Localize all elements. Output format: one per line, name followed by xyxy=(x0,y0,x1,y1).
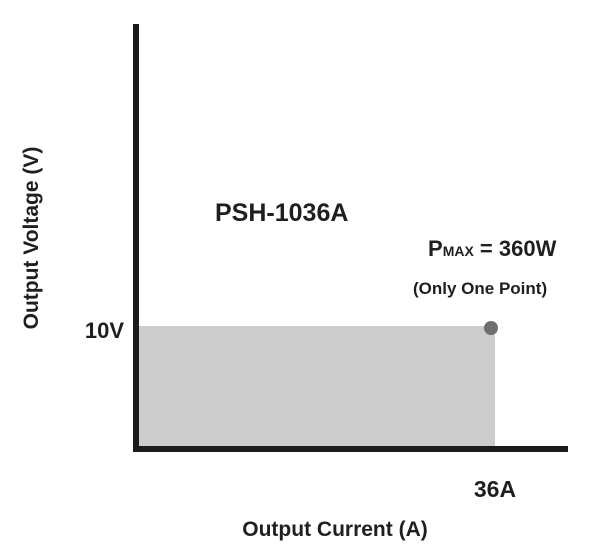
model-label: PSH-1036A xyxy=(215,199,348,227)
y-tick-label: 10V xyxy=(85,318,124,343)
pmax-point xyxy=(484,321,498,335)
pmax-label-subscript: MAX xyxy=(443,243,475,259)
pmax-note: (Only One Point) xyxy=(413,279,547,298)
x-axis-title: Output Current (A) xyxy=(242,518,427,541)
x-tick-label: 36A xyxy=(474,476,516,502)
pmax-label-value: = 360W xyxy=(474,236,557,261)
y-axis-title: Output Voltage (V) xyxy=(20,147,43,330)
pmax-label: PMAX = 360W xyxy=(428,236,557,261)
pmax-label-prefix: P xyxy=(428,236,443,261)
operating-region xyxy=(139,326,495,446)
